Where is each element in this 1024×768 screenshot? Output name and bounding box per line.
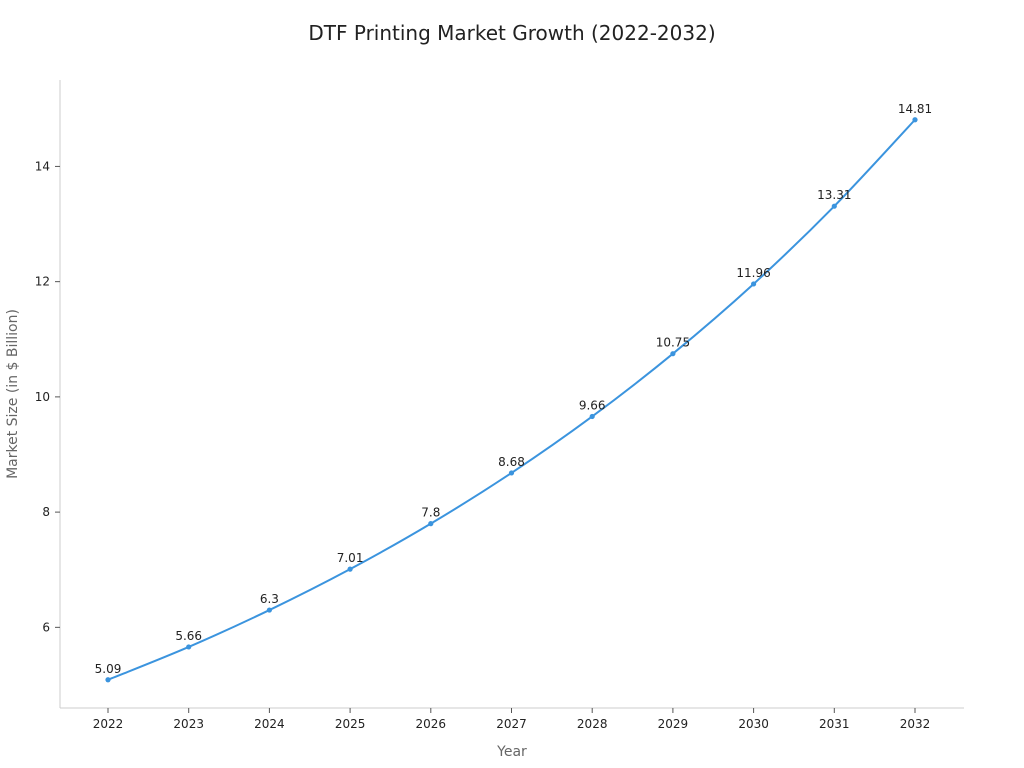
y-tick-label: 6	[42, 620, 50, 634]
series-line	[107, 119, 916, 681]
data-label: 7.01	[337, 551, 364, 565]
data-labels: 5.09 5.66 6.3 7.01 7.8 8.68 9.66 10.75 11.96 13.3…	[95, 102, 933, 676]
x-tick-label: 2030	[738, 717, 769, 731]
x-tick-label: 2029	[658, 717, 689, 731]
data-point	[508, 470, 515, 476]
data-label: 10.75	[656, 336, 690, 350]
y-tick-label: 12	[35, 275, 50, 289]
data-point	[186, 644, 192, 650]
data-point	[751, 281, 757, 287]
y-axis-ticks: 6 8 10 12 14	[35, 159, 60, 634]
data-label: 11.96	[736, 266, 770, 280]
x-tick-label: 2025	[335, 717, 366, 731]
x-axis-ticks: 2022 2023 2024 2025 2026 2027 2028 2029 2030 2031…	[93, 708, 931, 731]
y-tick-label: 14	[35, 159, 50, 173]
y-axis-label: Market Size (in $ Billion)	[5, 309, 21, 479]
data-label: 5.66	[175, 629, 202, 643]
data-label: 14.81	[898, 102, 932, 116]
x-axis-label: Year	[496, 744, 527, 760]
data-label: 7.8	[421, 506, 440, 520]
data-point	[428, 521, 434, 527]
x-tick-label: 2027	[496, 717, 527, 731]
x-tick-label: 2032	[900, 717, 931, 731]
y-tick-label: 8	[42, 505, 50, 519]
data-label: 6.3	[260, 592, 279, 606]
data-label: 13.31	[817, 188, 851, 202]
data-label: 8.68	[498, 455, 525, 469]
data-label: 9.66	[579, 398, 606, 412]
chart-title: DTF Printing Market Growth (2022-2032)	[308, 21, 715, 45]
data-point	[266, 607, 272, 613]
data-point	[347, 566, 353, 572]
data-point	[912, 117, 918, 123]
data-point	[831, 203, 837, 209]
data-label: 5.09	[95, 662, 122, 676]
x-tick-label: 2026	[416, 717, 447, 731]
x-tick-label: 2024	[254, 717, 285, 731]
x-tick-label: 2031	[819, 717, 850, 731]
data-point	[105, 677, 111, 683]
x-tick-label: 2023	[173, 717, 204, 731]
y-tick-label: 10	[35, 390, 50, 404]
x-tick-label: 2022	[93, 717, 124, 731]
data-points	[105, 117, 918, 683]
data-point	[589, 413, 595, 420]
x-tick-label: 2028	[577, 717, 608, 731]
data-point	[670, 351, 676, 357]
